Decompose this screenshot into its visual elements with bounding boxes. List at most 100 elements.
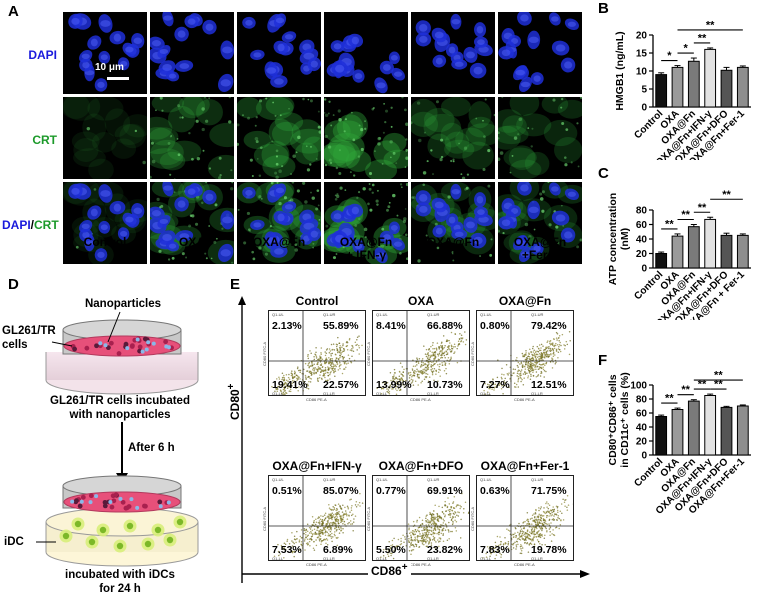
event-dot — [338, 511, 340, 513]
event-dot — [425, 517, 427, 519]
event-dot — [294, 373, 296, 375]
event-dot — [331, 352, 334, 355]
event-dot — [285, 374, 288, 376]
event-dot — [403, 368, 405, 371]
event-dot — [444, 529, 447, 531]
event-dot — [527, 375, 530, 377]
event-dot — [306, 538, 309, 541]
nanoparticle-dot — [94, 343, 99, 349]
nanoparticle-dot — [80, 494, 86, 500]
event-dot — [489, 546, 491, 548]
event-dot — [339, 355, 342, 357]
flow-plot: 8.41% 66.88% 13.99% 10.73% Q1-UL Q1-UR Q1-LL Q1… — [372, 310, 470, 396]
event-dot — [538, 355, 540, 358]
event-dot — [412, 532, 414, 535]
micrograph-tile — [150, 12, 234, 94]
event-dot — [334, 504, 337, 506]
event-dot — [520, 549, 523, 552]
event-dot — [416, 373, 419, 376]
event-dot — [309, 381, 312, 383]
event-dot — [325, 352, 328, 355]
event-dot — [339, 356, 341, 359]
event-dot — [392, 375, 394, 378]
event-dot — [517, 380, 519, 383]
event-dot — [418, 530, 420, 532]
event-dot — [277, 550, 280, 553]
event-dot — [312, 367, 315, 369]
event-dot — [326, 348, 329, 350]
event-dot — [306, 370, 308, 372]
event-dot — [350, 361, 353, 364]
event-dot — [526, 535, 528, 538]
event-dot — [512, 543, 514, 546]
event-dot — [339, 350, 341, 352]
event-dot — [433, 532, 436, 534]
event-dot — [412, 549, 415, 551]
event-dot — [332, 506, 334, 508]
event-dot — [433, 539, 436, 542]
event-dot — [307, 542, 309, 544]
event-dot — [338, 532, 341, 534]
event-dot — [339, 347, 342, 349]
flow-plot: 0.51% 85.07% 7.53% 6.89% Q1-UL Q1-UR Q1-LL Q1-L… — [268, 475, 366, 561]
event-dot — [352, 521, 355, 523]
event-dot — [322, 515, 324, 518]
nanoparticle-dot — [84, 345, 90, 351]
event-dot — [519, 552, 522, 555]
event-dot — [443, 346, 446, 349]
event-dot — [361, 502, 364, 504]
event-dot — [436, 342, 439, 344]
event-dot — [410, 541, 413, 543]
event-dot — [552, 517, 555, 520]
event-dot — [456, 514, 458, 517]
event-dot — [552, 510, 555, 513]
event-dot — [387, 549, 390, 552]
event-dot — [496, 535, 499, 538]
event-dot — [414, 380, 417, 382]
event-dot — [349, 511, 351, 513]
event-dot — [293, 550, 295, 553]
event-dot — [327, 520, 329, 522]
event-dot — [430, 533, 433, 536]
event-dot — [346, 513, 348, 516]
event-dot — [329, 508, 332, 511]
event-dot — [541, 354, 544, 356]
x-axis-cd86 — [240, 567, 592, 581]
event-dot — [443, 519, 445, 522]
event-dot — [416, 537, 419, 539]
event-dot — [527, 533, 529, 536]
event-dot — [484, 382, 486, 385]
event-dot — [517, 376, 520, 378]
event-dot — [394, 372, 396, 374]
significance-label: * — [667, 50, 672, 62]
event-dot — [507, 542, 510, 545]
event-dot — [532, 345, 534, 348]
event-dot — [508, 550, 510, 552]
event-dot — [555, 342, 557, 345]
event-dot — [451, 530, 454, 533]
cell-dot — [94, 494, 99, 499]
significance-label: ** — [665, 218, 674, 230]
event-dot — [531, 353, 533, 356]
event-dot — [527, 365, 530, 367]
event-dot — [423, 529, 425, 531]
event-dot — [528, 526, 531, 528]
event-dot — [340, 515, 342, 518]
event-dot — [552, 529, 554, 531]
event-dot — [313, 519, 315, 522]
event-dot — [551, 514, 554, 516]
event-dot — [334, 519, 337, 521]
event-dot — [297, 366, 299, 368]
event-dot — [542, 524, 545, 526]
event-dot — [311, 516, 314, 518]
event-dot — [551, 358, 554, 360]
event-dot — [313, 528, 316, 530]
event-dot — [326, 379, 329, 382]
event-dot — [447, 356, 450, 359]
event-dot — [414, 536, 416, 538]
event-dot — [553, 508, 556, 511]
event-dot — [436, 526, 439, 528]
flow-y-axis-label: CD80 FITC-A — [262, 341, 267, 366]
event-dot — [411, 381, 414, 383]
event-dot — [454, 333, 456, 335]
